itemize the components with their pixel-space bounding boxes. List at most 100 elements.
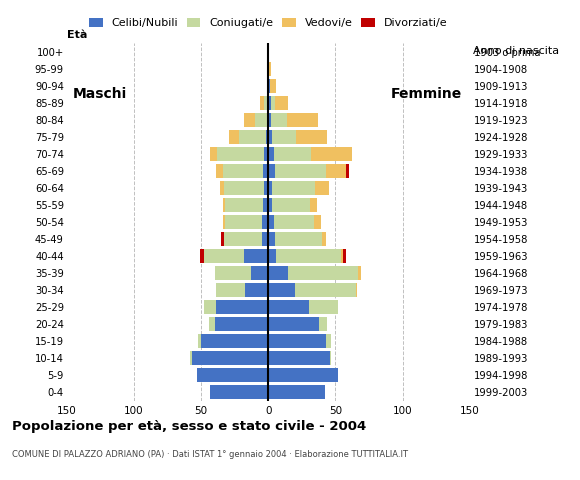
Bar: [223, 164, 263, 178]
Bar: [239, 130, 266, 144]
Bar: [209, 317, 215, 331]
Text: Popolazione per età, sesso e stato civile - 2004: Popolazione per età, sesso e stato civil…: [12, 420, 366, 433]
Bar: [275, 164, 326, 178]
Bar: [255, 113, 268, 127]
Bar: [244, 113, 255, 127]
Bar: [245, 283, 268, 297]
Bar: [268, 283, 295, 297]
Bar: [311, 147, 351, 161]
Bar: [264, 147, 268, 161]
Bar: [309, 300, 338, 314]
Bar: [220, 181, 224, 195]
Bar: [264, 96, 268, 109]
Bar: [223, 198, 225, 212]
Bar: [275, 96, 288, 109]
Text: COMUNE DI PALAZZO ADRIANO (PA) · Dati ISTAT 1° gennaio 2004 · Elaborazione TUTTI: COMUNE DI PALAZZO ADRIANO (PA) · Dati IS…: [12, 450, 408, 459]
Bar: [225, 215, 262, 229]
Bar: [251, 266, 268, 280]
Bar: [244, 249, 268, 263]
Bar: [341, 249, 343, 263]
Bar: [268, 198, 272, 212]
Bar: [267, 79, 268, 93]
Bar: [221, 232, 224, 246]
Bar: [330, 351, 331, 365]
Bar: [201, 335, 268, 348]
Bar: [320, 317, 327, 331]
Bar: [272, 130, 296, 144]
Legend: Celibi/Nubili, Coniugati/e, Vedovi/e, Divorziati/e: Celibi/Nubili, Coniugati/e, Vedovi/e, Di…: [87, 16, 450, 31]
Bar: [268, 164, 275, 178]
Bar: [191, 351, 268, 365]
Bar: [262, 215, 268, 229]
Bar: [268, 215, 274, 229]
Bar: [198, 335, 201, 348]
Bar: [190, 351, 191, 365]
Bar: [268, 317, 320, 331]
Bar: [310, 198, 317, 212]
Bar: [268, 181, 272, 195]
Bar: [271, 96, 275, 109]
Bar: [272, 198, 310, 212]
Text: Femmine: Femmine: [391, 87, 462, 101]
Bar: [211, 385, 268, 399]
Bar: [275, 232, 322, 246]
Bar: [314, 215, 321, 229]
Bar: [263, 164, 268, 178]
Bar: [268, 232, 275, 246]
Bar: [268, 266, 288, 280]
Bar: [274, 215, 314, 229]
Bar: [268, 369, 338, 382]
Bar: [266, 130, 268, 144]
Bar: [211, 147, 217, 161]
Bar: [268, 96, 271, 109]
Bar: [346, 164, 349, 178]
Bar: [263, 198, 268, 212]
Bar: [264, 181, 268, 195]
Bar: [268, 300, 309, 314]
Bar: [225, 198, 263, 212]
Bar: [216, 164, 223, 178]
Bar: [268, 385, 325, 399]
Bar: [200, 249, 204, 263]
Text: Anno di nascita: Anno di nascita: [473, 46, 559, 56]
Bar: [296, 130, 327, 144]
Bar: [343, 249, 346, 263]
Bar: [322, 232, 326, 246]
Bar: [274, 147, 311, 161]
Bar: [316, 181, 329, 195]
Bar: [204, 249, 244, 263]
Bar: [216, 283, 245, 297]
Bar: [268, 335, 326, 348]
Bar: [358, 266, 361, 280]
Bar: [270, 79, 276, 93]
Bar: [288, 266, 358, 280]
Bar: [268, 249, 276, 263]
Bar: [268, 113, 271, 127]
Bar: [204, 300, 216, 314]
Bar: [326, 164, 346, 178]
Bar: [356, 283, 357, 297]
Bar: [216, 300, 268, 314]
Bar: [295, 283, 356, 297]
Bar: [224, 181, 264, 195]
Bar: [272, 181, 316, 195]
Bar: [217, 147, 264, 161]
Bar: [268, 62, 271, 75]
Bar: [268, 130, 272, 144]
Bar: [268, 147, 274, 161]
Bar: [229, 130, 239, 144]
Bar: [224, 232, 262, 246]
Text: Età: Età: [67, 30, 87, 40]
Bar: [268, 351, 330, 365]
Text: Maschi: Maschi: [73, 87, 128, 101]
Bar: [262, 232, 268, 246]
Bar: [271, 113, 287, 127]
Bar: [215, 266, 251, 280]
Bar: [260, 96, 264, 109]
Bar: [268, 79, 270, 93]
Bar: [215, 317, 268, 331]
Bar: [326, 335, 331, 348]
Bar: [223, 215, 225, 229]
Bar: [287, 113, 318, 127]
Bar: [276, 249, 341, 263]
